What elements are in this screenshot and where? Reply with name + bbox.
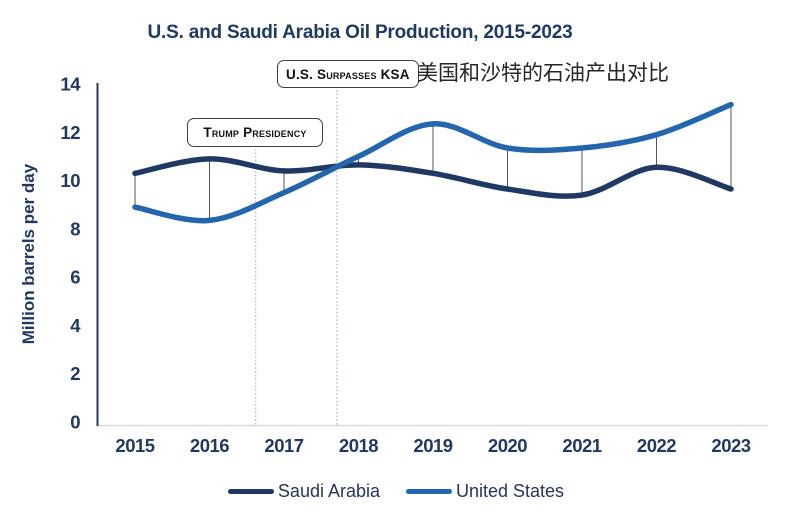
legend-label-united-states: United States (456, 481, 565, 501)
annotation-trump-presidency: Trump Presidency (187, 118, 323, 147)
svg-text:2016: 2016 (190, 435, 229, 456)
annotation-trump-presidency-label: Trump Presidency (203, 125, 307, 140)
svg-text:0: 0 (70, 412, 80, 433)
svg-text:2023: 2023 (711, 435, 750, 456)
svg-text:12: 12 (60, 122, 80, 143)
svg-text:2018: 2018 (339, 435, 378, 456)
svg-text:2022: 2022 (637, 435, 676, 456)
chinese-subtitle: 美国和沙特的石油产出对比 (417, 62, 669, 85)
svg-text:2015: 2015 (115, 435, 154, 456)
svg-text:2019: 2019 (413, 435, 452, 456)
svg-text:8: 8 (70, 218, 80, 239)
legend-item-saudi-arabia: Saudi Arabia (227, 481, 380, 502)
united-states-line-swatch (406, 489, 452, 494)
svg-text:14: 14 (60, 73, 81, 94)
legend-item-united-states: United States (406, 481, 564, 502)
saudi-arabia-line-swatch (227, 489, 274, 494)
svg-text:2020: 2020 (488, 435, 527, 456)
svg-text:2017: 2017 (264, 435, 303, 456)
svg-text:2021: 2021 (562, 435, 601, 456)
chart-title: U.S. and Saudi Arabia Oil Production, 20… (147, 22, 573, 43)
svg-text:2: 2 (70, 363, 80, 384)
svg-text:10: 10 (60, 170, 80, 191)
svg-text:6: 6 (70, 267, 80, 288)
legend: Saudi Arabia United States (0, 481, 792, 502)
svg-text:4: 4 (70, 315, 81, 336)
annotation-us-surpasses-ksa-label: U.S. Surpasses KSA (286, 66, 410, 82)
legend-label-saudi-arabia: Saudi Arabia (277, 481, 380, 501)
annotation-us-surpasses-ksa: U.S. Surpasses KSA (277, 60, 419, 88)
